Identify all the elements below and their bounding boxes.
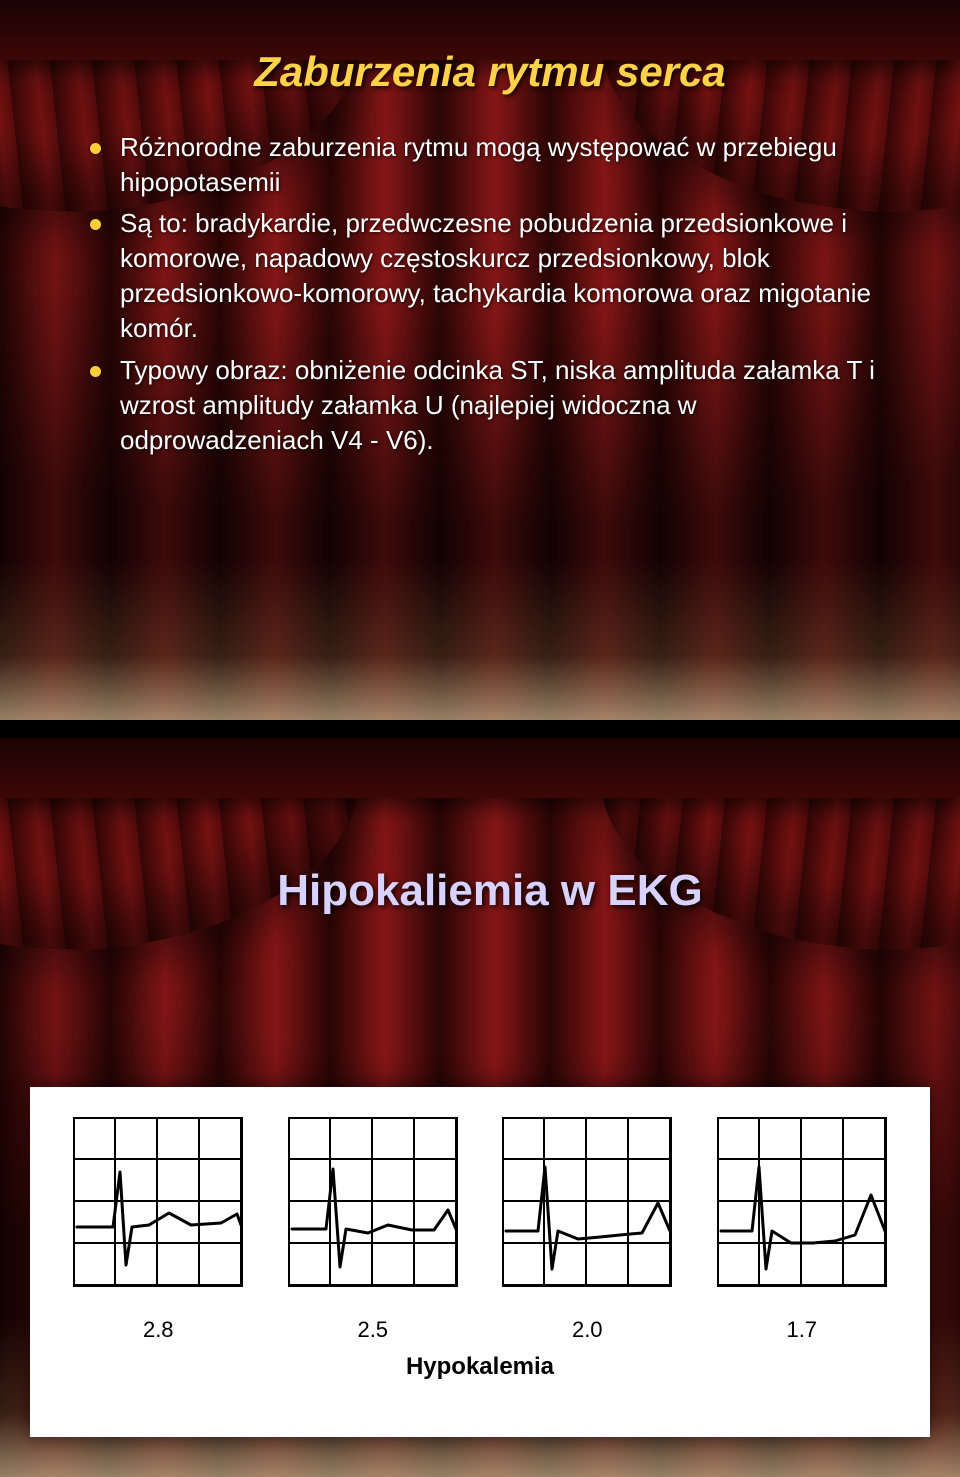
ecg-value: 2.0 bbox=[572, 1317, 603, 1343]
ecg-value: 2.8 bbox=[143, 1317, 174, 1343]
bullet-item: Typowy obraz: obniżenie odcinka ST, nisk… bbox=[90, 353, 890, 458]
slide-2: Hipokaliemia w EKG 2.8 2.5 2.0 1.7 Hypokale… bbox=[0, 738, 960, 1477]
bullet-list: Różnorodne zaburzenia rytmu mogą występo… bbox=[90, 130, 890, 458]
slide-title: Zaburzenia rytmu serca bbox=[90, 48, 890, 96]
slide-1: Zaburzenia rytmu serca Różnorodne zaburz… bbox=[0, 0, 960, 720]
ecg-item: 1.7 bbox=[714, 1117, 891, 1343]
ecg-trace bbox=[721, 1167, 885, 1269]
ecg-item: 2.0 bbox=[499, 1117, 676, 1343]
ecg-panel: 2.8 2.5 2.0 1.7 Hypokalemia bbox=[30, 1087, 930, 1437]
ecg-box bbox=[502, 1117, 672, 1287]
ecg-box bbox=[717, 1117, 887, 1287]
ecg-item: 2.8 bbox=[70, 1117, 247, 1343]
ecg-value: 2.5 bbox=[357, 1317, 388, 1343]
ecg-trace bbox=[292, 1169, 456, 1267]
ecg-row: 2.8 2.5 2.0 1.7 bbox=[70, 1117, 890, 1343]
bullet-item: Są to: bradykardie, przedwczesne pobudze… bbox=[90, 206, 890, 346]
ecg-value: 1.7 bbox=[786, 1317, 817, 1343]
ecg-trace bbox=[506, 1167, 670, 1269]
ecg-box bbox=[73, 1117, 243, 1287]
ecg-trace bbox=[77, 1172, 241, 1265]
ecg-box bbox=[288, 1117, 458, 1287]
ecg-item: 2.5 bbox=[285, 1117, 462, 1343]
bullet-item: Różnorodne zaburzenia rytmu mogą występo… bbox=[90, 130, 890, 200]
slide-content: Zaburzenia rytmu serca Różnorodne zaburz… bbox=[0, 0, 960, 720]
ecg-caption: Hypokalemia bbox=[406, 1353, 554, 1381]
slide-title: Hipokaliemia w EKG bbox=[90, 866, 890, 916]
